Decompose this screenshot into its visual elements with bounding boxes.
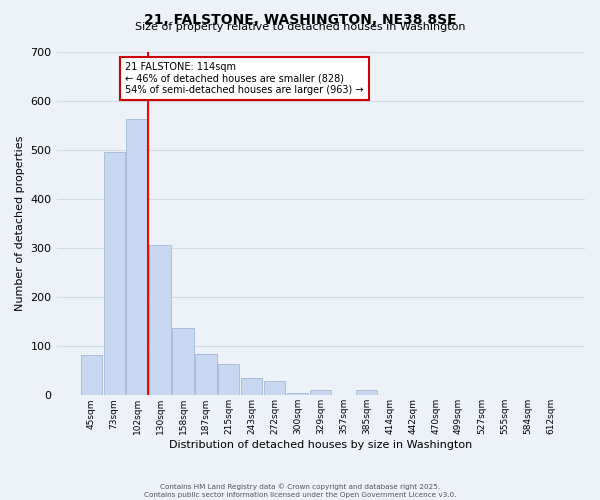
Bar bbox=[149, 244, 170, 396]
Bar bbox=[264, 381, 286, 396]
Text: 21 FALSTONE: 114sqm
← 46% of detached houses are smaller (828)
54% of semi-detac: 21 FALSTONE: 114sqm ← 46% of detached ho… bbox=[125, 62, 364, 95]
X-axis label: Distribution of detached houses by size in Washington: Distribution of detached houses by size … bbox=[169, 440, 472, 450]
Bar bbox=[287, 393, 308, 396]
Bar bbox=[127, 119, 148, 396]
Bar bbox=[104, 152, 125, 396]
Bar bbox=[196, 354, 217, 396]
Bar bbox=[218, 364, 239, 396]
Bar bbox=[241, 378, 262, 396]
Bar bbox=[172, 328, 194, 396]
Bar bbox=[356, 390, 377, 396]
Bar bbox=[80, 354, 101, 396]
Text: Size of property relative to detached houses in Washington: Size of property relative to detached ho… bbox=[135, 22, 465, 32]
Text: Contains HM Land Registry data © Crown copyright and database right 2025.
Contai: Contains HM Land Registry data © Crown c… bbox=[144, 484, 456, 498]
Text: 21, FALSTONE, WASHINGTON, NE38 8SE: 21, FALSTONE, WASHINGTON, NE38 8SE bbox=[143, 12, 457, 26]
Y-axis label: Number of detached properties: Number of detached properties bbox=[15, 136, 25, 311]
Bar bbox=[310, 390, 331, 396]
